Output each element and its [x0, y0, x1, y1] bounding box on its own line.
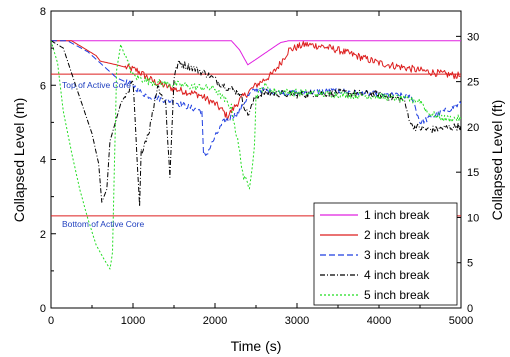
y-left-tick-label: 4 — [40, 155, 46, 167]
legend-label: 5 inch break — [364, 288, 430, 302]
series-line-1 — [51, 40, 461, 66]
y-left-axis-ticks: 0 2 4 6 8 — [40, 6, 56, 315]
y-right-axis-title: Collapsed Level (ft) — [489, 100, 505, 221]
x-axis-ticks: 0 1000 2000 3000 4000 5000 — [48, 11, 473, 327]
x-tick-label: 3000 — [285, 315, 309, 327]
y-right-tick-label: 15 — [467, 167, 479, 179]
series-line-2 — [51, 40, 461, 121]
bottom-of-active-core-label: Bottom of Active Core — [62, 219, 144, 229]
y-left-tick-label: 8 — [40, 6, 46, 18]
legend-label: 1 inch break — [364, 208, 430, 222]
legend-label: 4 inch break — [364, 268, 430, 282]
y-left-axis-title: Collapsed Level (m) — [11, 98, 27, 223]
series-line-3 — [51, 40, 461, 156]
y-right-tick-label: 30 — [467, 31, 479, 43]
y-left-tick-label: 6 — [40, 80, 46, 92]
x-axis-title: Time (s) — [231, 338, 282, 354]
y-right-tick-label: 20 — [467, 122, 479, 134]
x-tick-label: 1000 — [121, 315, 145, 327]
y-right-axis-ticks: 0 5 10 15 20 25 30 — [456, 31, 479, 315]
legend-label: 3 inch break — [364, 248, 430, 262]
y-right-tick-label: 5 — [467, 258, 473, 270]
legend: 1 inch break 2 inch break 3 inch break 4 in… — [313, 202, 458, 306]
data-series — [51, 40, 461, 270]
y-left-tick-label: 2 — [40, 229, 46, 241]
y-right-tick-label: 0 — [467, 303, 473, 315]
x-tick-label: 0 — [48, 315, 54, 327]
x-tick-label: 2000 — [203, 315, 227, 327]
y-left-tick-label: 0 — [40, 303, 46, 315]
top-of-active-core-label: Top of Active Core — [62, 80, 131, 90]
x-tick-label: 5000 — [449, 315, 473, 327]
y-right-tick-label: 10 — [467, 212, 479, 224]
legend-label: 2 inch break — [364, 228, 430, 242]
y-right-tick-label: 25 — [467, 77, 479, 89]
x-tick-label: 4000 — [367, 315, 391, 327]
legend-box — [313, 202, 458, 306]
